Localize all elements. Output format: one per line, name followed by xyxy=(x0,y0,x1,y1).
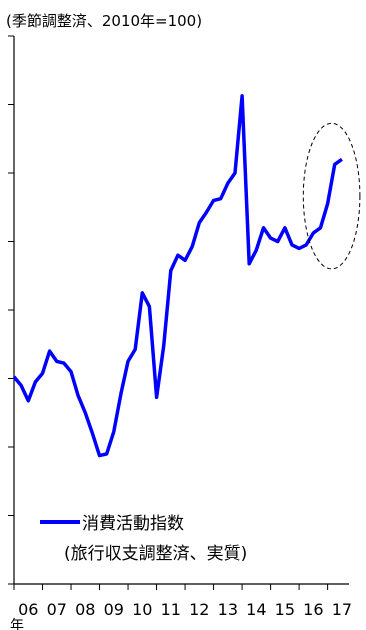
x-tick-label: 06 xyxy=(18,600,38,619)
x-axis-label: 年 xyxy=(10,618,24,630)
legend-sublabel: (旅行収支調整済、実質) xyxy=(64,544,247,564)
x-tick-label: 16 xyxy=(303,600,323,619)
unit-note: (季節調整済、2010年=100) xyxy=(6,12,202,30)
x-tick-label: 10 xyxy=(132,600,152,619)
x-tick-label: 12 xyxy=(189,600,209,619)
x-tick-label: 17 xyxy=(332,600,352,619)
x-tick-label: 11 xyxy=(161,600,181,619)
x-tick-label: 08 xyxy=(75,600,95,619)
legend: 消費活動指数 (旅行収支調整済、実質) xyxy=(40,514,247,564)
axes xyxy=(8,35,349,590)
x-tick-labels: 06 07 08 09 10 11 12 13 14 15 16 17 xyxy=(18,600,352,619)
series-line-consumption-index xyxy=(12,94,343,458)
x-tick-label: 07 xyxy=(47,600,67,619)
highlight-ellipse xyxy=(302,122,361,270)
x-tick-label: 09 xyxy=(104,600,124,619)
x-tick-label: 13 xyxy=(218,600,238,619)
x-tick-label: 15 xyxy=(275,600,295,619)
x-tick-label: 14 xyxy=(246,600,266,619)
legend-label: 消費活動指数 xyxy=(82,514,184,534)
